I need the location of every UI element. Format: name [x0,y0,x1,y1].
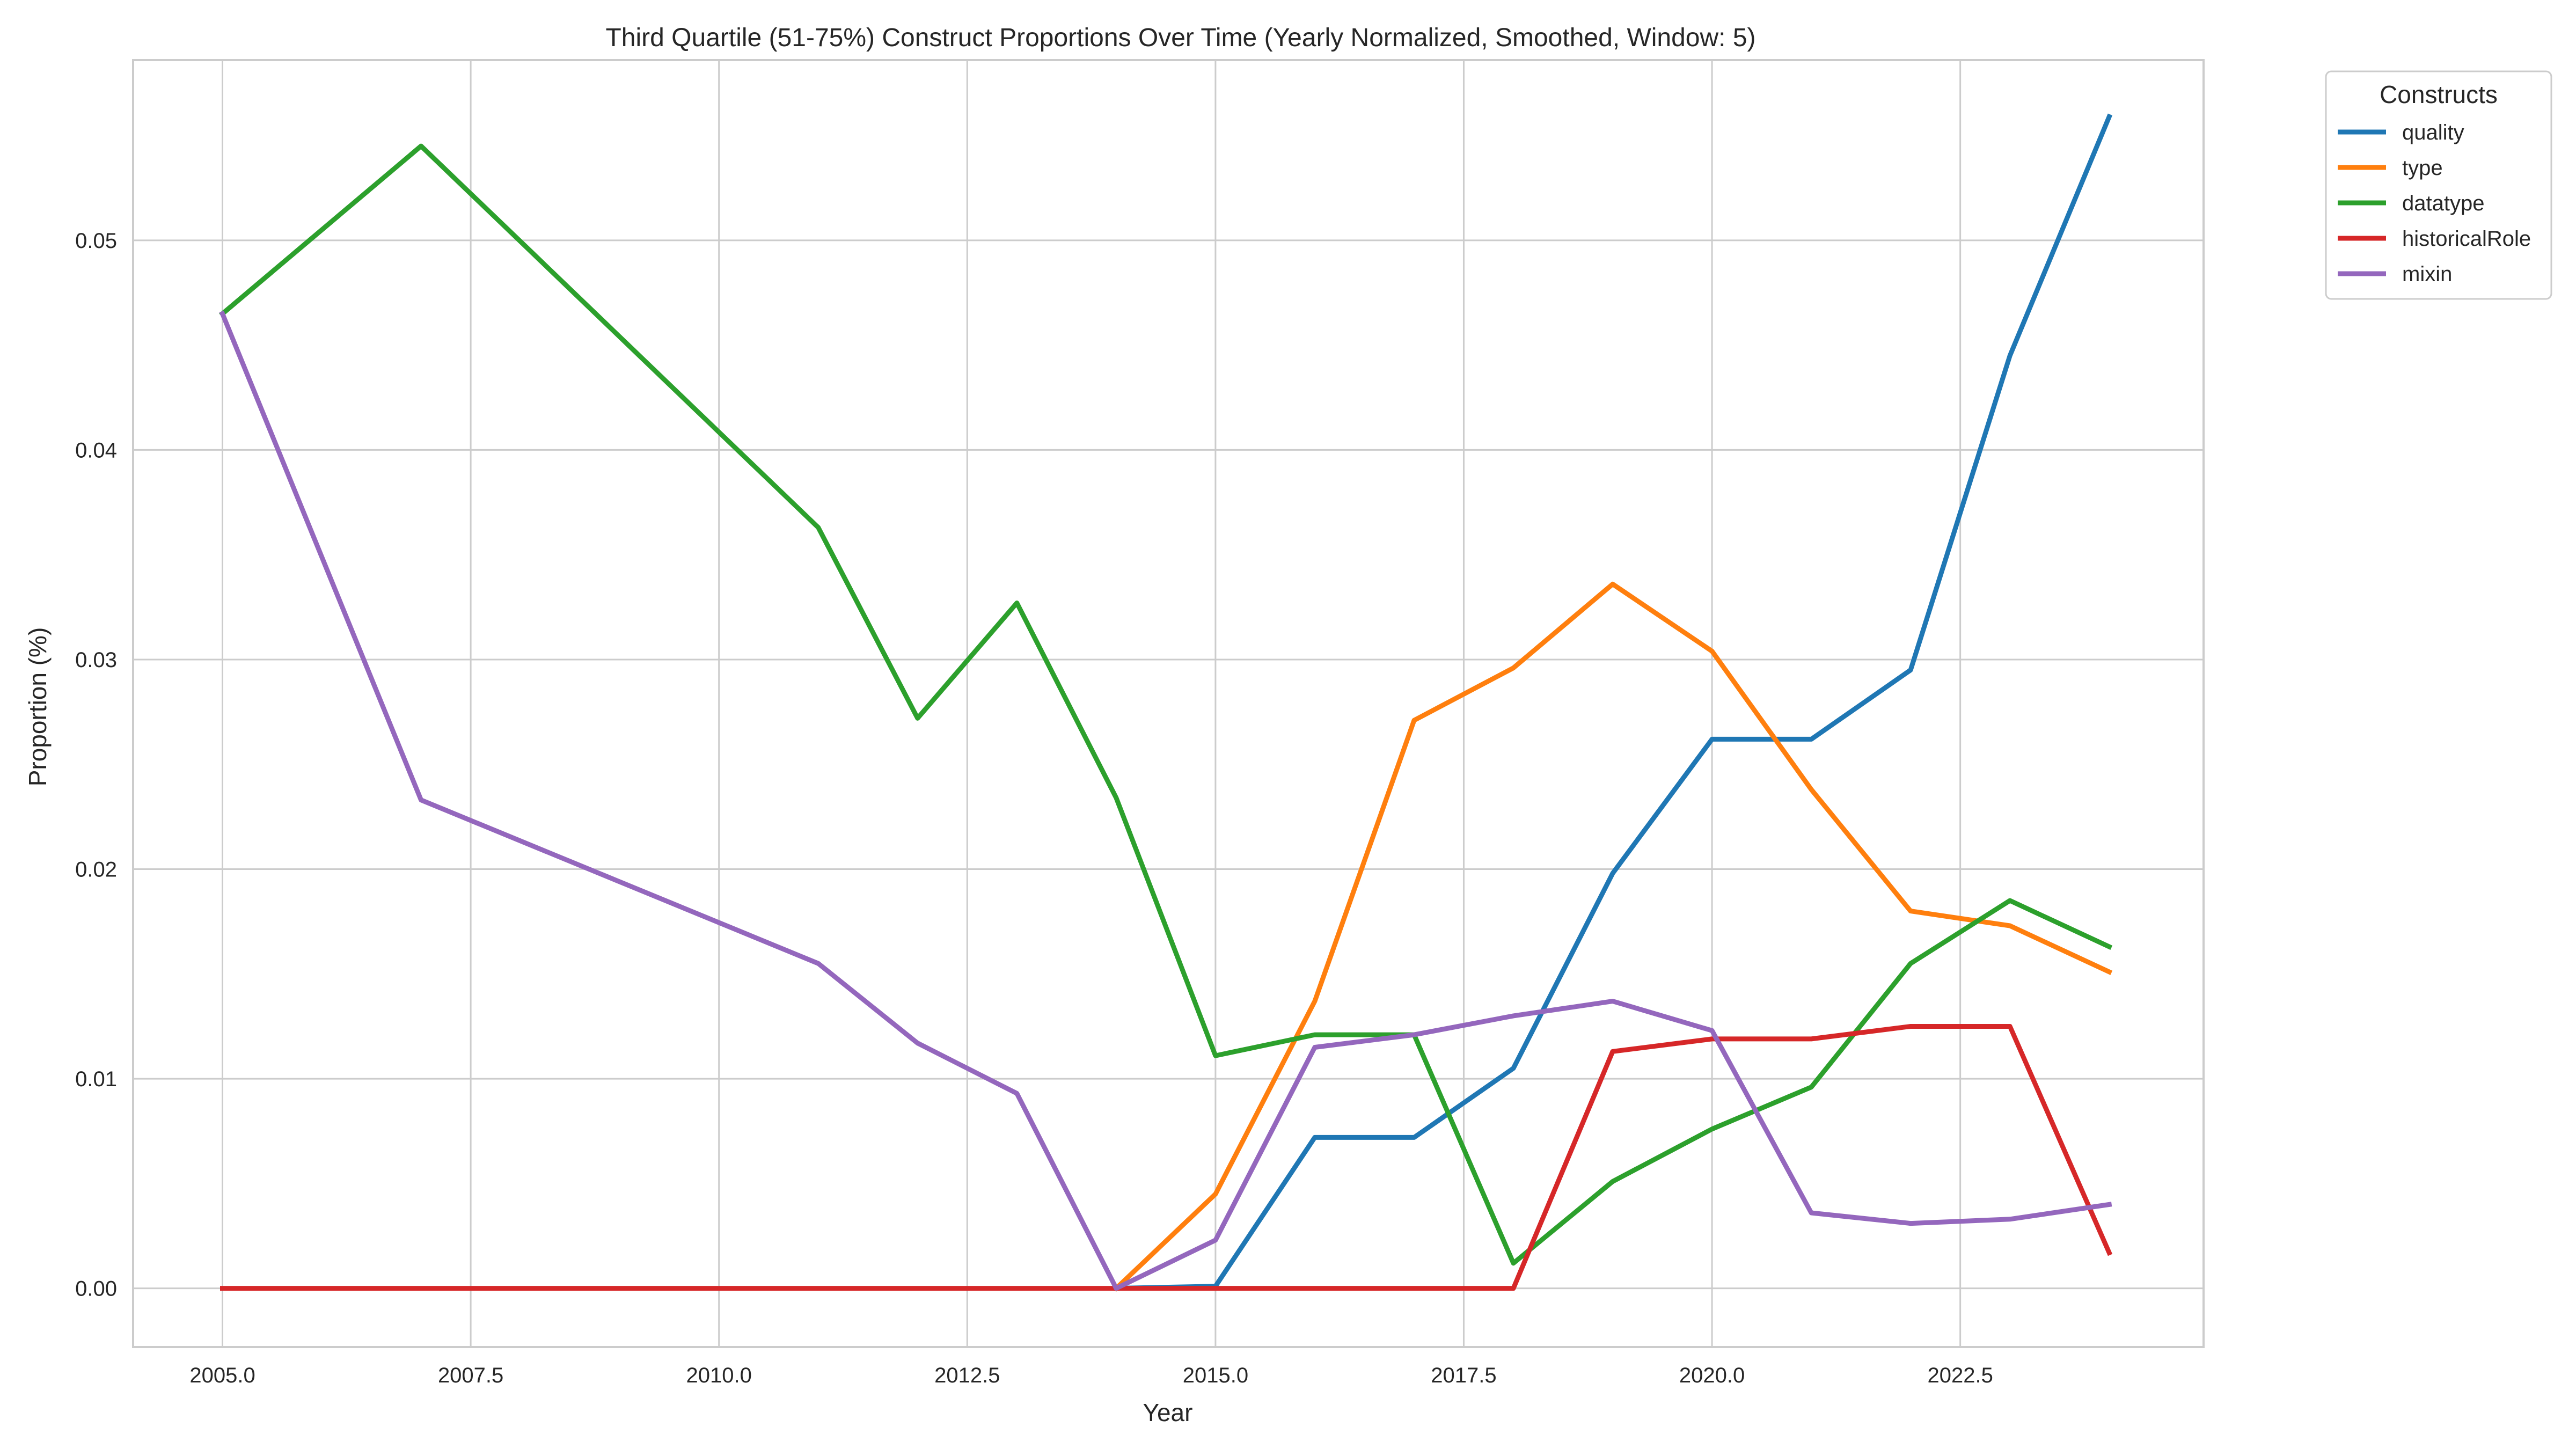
x-tick-label: 2005.0 [189,1364,255,1387]
y-tick-label: 0.04 [75,438,117,462]
x-tick-label: 2022.5 [1927,1364,1993,1387]
legend-title: Constructs [2380,80,2498,108]
series-line-datatype [219,143,2113,1266]
y-tick-label: 0.05 [75,229,117,253]
x-tick-label: 2007.5 [438,1364,503,1387]
plot-frame [132,59,2205,1348]
legend-label-historicalRole: historicalRole [2402,227,2531,251]
legend-label-datatype: datatype [2402,192,2484,215]
y-tick-label: 0.03 [75,648,117,672]
y-tick-label: 0.00 [75,1277,117,1301]
legend-label-type: type [2402,156,2443,180]
legend-items: quality type datatype historicalRole mixin [2338,121,2531,286]
y-tick-label: 0.02 [75,858,117,882]
series-line-mixin [219,310,2112,1291]
y-axis-label: Proportion (%) [24,627,52,787]
legend-box [2325,70,2552,300]
axis-ticks: 2005.0 2007.5 2010.0 2012.5 2015.0 2017.5 2020… [75,229,1993,1387]
series-line-historicalRole [220,1024,2113,1291]
x-tick-label: 2015.0 [1183,1364,1248,1387]
x-tick-label: 2012.5 [934,1364,1000,1387]
x-tick-label: 2020.0 [1679,1364,1745,1387]
legend-label-mixin: mixin [2402,262,2452,286]
x-tick-label: 2010.0 [686,1364,752,1387]
x-axis-label: Year [1143,1399,1193,1426]
y-tick-label: 0.01 [75,1067,117,1091]
x-tick-label: 2017.5 [1431,1364,1496,1387]
series-line-type [1113,581,2113,1292]
series-lines [219,113,2113,1292]
series-line-quality [1114,113,2113,1291]
chart-title: Third Quartile (51-75%) Construct Propor… [605,24,1755,52]
grid [133,60,2204,1347]
legend-label-quality: quality [2402,121,2464,144]
legend: Constructs quality type datatype historical… [2325,70,2552,300]
